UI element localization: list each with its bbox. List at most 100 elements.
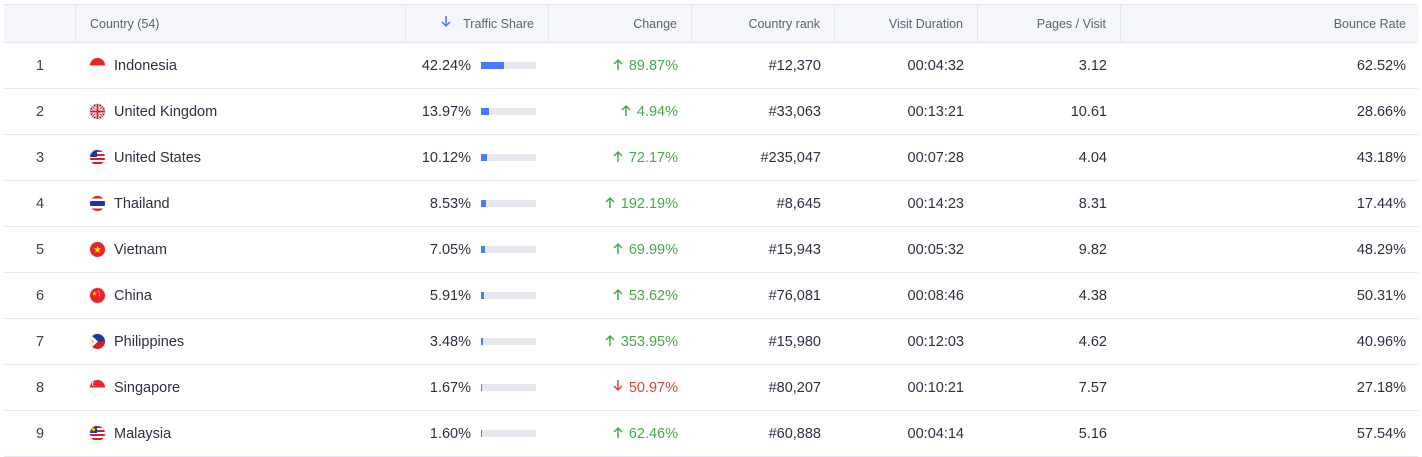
row-index: 3 xyxy=(4,135,76,180)
pages-per-visit-cell: 3.12 xyxy=(978,43,1121,88)
country-rank-cell: #33,063 xyxy=(692,89,835,134)
change-cell: 192.19% xyxy=(549,181,692,226)
table-row[interactable]: 2 United Kingdom 13.97% 4.94% #33,063 00:13:2… xyxy=(4,89,1418,135)
header-traffic-share[interactable]: Traffic Share xyxy=(406,5,549,42)
traffic-share-value: 8.53% xyxy=(429,195,471,212)
header-bounce-rate[interactable]: Bounce Rate xyxy=(1121,5,1418,42)
arrow-up-icon xyxy=(605,334,615,349)
header-index-cell xyxy=(4,5,76,42)
table-row[interactable]: 5 Vietnam 7.05% 69.99% #15,943 00:05:32 9.82 48… xyxy=(4,227,1418,273)
traffic-share-bar xyxy=(481,108,536,115)
traffic-share-bar xyxy=(481,154,536,161)
row-index-label: 6 xyxy=(35,287,45,304)
country-rank-value: #8,645 xyxy=(776,195,821,212)
table-row[interactable]: 1 Indonesia 42.24% 89.87% #12,370 00:04:32 3.1… xyxy=(4,43,1418,89)
country-cell[interactable]: Malaysia xyxy=(76,411,406,456)
country-cell[interactable]: United Kingdom xyxy=(76,89,406,134)
traffic-share-bar-fill xyxy=(481,384,482,391)
arrow-down-icon xyxy=(441,16,451,31)
country-name[interactable]: China xyxy=(114,287,152,304)
change-value: 62.46% xyxy=(628,425,678,442)
country-cell[interactable]: China xyxy=(76,273,406,318)
traffic-share-cell: 5.91% xyxy=(406,273,549,318)
traffic-share-bar xyxy=(481,338,536,345)
header-country-rank[interactable]: Country rank xyxy=(692,5,835,42)
country-name[interactable]: Philippines xyxy=(114,333,185,350)
pages-per-visit-cell: 4.04 xyxy=(978,135,1121,180)
bounce-rate-value: 50.31% xyxy=(1356,287,1406,304)
traffic-share-bar xyxy=(481,62,536,69)
traffic-share-cell: 8.53% xyxy=(406,181,549,226)
pages-per-visit-cell: 5.16 xyxy=(978,411,1121,456)
bounce-rate-cell: 57.54% xyxy=(1121,411,1418,456)
table-row[interactable]: 3 United States 10.12% 72.17% #235,047 00:07:… xyxy=(4,135,1418,181)
change-value: 53.62% xyxy=(628,287,678,304)
change-value: 72.17% xyxy=(628,149,678,166)
traffic-share-value: 10.12% xyxy=(421,149,471,166)
pages-per-visit-value: 4.38 xyxy=(1078,287,1107,304)
country-name[interactable]: Singapore xyxy=(114,379,181,396)
traffic-share-value: 1.67% xyxy=(429,379,471,396)
arrow-up-icon xyxy=(613,242,623,257)
traffic-share-bar-fill xyxy=(481,200,486,207)
country-cell[interactable]: Vietnam xyxy=(76,227,406,272)
flag-vietnam-icon xyxy=(90,242,105,257)
row-index-label: 7 xyxy=(35,333,45,350)
header-pages-per-visit-label: Pages / Visit xyxy=(1036,16,1106,31)
country-rank-value: #15,943 xyxy=(768,241,821,258)
country-rank-cell: #12,370 xyxy=(692,43,835,88)
country-name[interactable]: Thailand xyxy=(114,195,170,212)
country-name[interactable]: United States xyxy=(114,149,202,166)
bounce-rate-value: 57.54% xyxy=(1356,425,1406,442)
country-cell[interactable]: Singapore xyxy=(76,365,406,410)
country-rank-cell: #15,943 xyxy=(692,227,835,272)
bounce-rate-cell: 62.52% xyxy=(1121,43,1418,88)
country-name[interactable]: United Kingdom xyxy=(114,103,218,120)
pages-per-visit-value: 4.04 xyxy=(1078,149,1107,166)
visit-duration-value: 00:04:14 xyxy=(907,425,964,442)
change-cell: 4.94% xyxy=(549,89,692,134)
table-row[interactable]: 7 Philippines 3.48% 353.95% #15,980 00:12:03 4… xyxy=(4,319,1418,365)
table-row[interactable]: 9 Malaysia 1.60% 62.46% #60,888 00:04:14 5.16 5… xyxy=(4,411,1418,457)
table-row[interactable]: 4 Thailand 8.53% 192.19% #8,645 00:14:23 8.31 1… xyxy=(4,181,1418,227)
country-name[interactable]: Malaysia xyxy=(114,425,172,442)
country-name[interactable]: Vietnam xyxy=(114,241,167,258)
traffic-share-bar-fill xyxy=(481,246,485,253)
traffic-share-bar xyxy=(481,430,536,437)
change-cell: 53.62% xyxy=(549,273,692,318)
traffic-share-value: 1.60% xyxy=(429,425,471,442)
visit-duration-value: 00:08:46 xyxy=(907,287,964,304)
header-change[interactable]: Change xyxy=(549,5,692,42)
visit-duration-cell: 00:07:28 xyxy=(835,135,978,180)
country-rank-cell: #60,888 xyxy=(692,411,835,456)
traffic-share-cell: 3.48% xyxy=(406,319,549,364)
table-row[interactable]: 6 China 5.91% 53.62% #76,081 00:08:46 4.38 50.3… xyxy=(4,273,1418,319)
header-pages-per-visit[interactable]: Pages / Visit xyxy=(978,5,1121,42)
pages-per-visit-cell: 4.38 xyxy=(978,273,1121,318)
arrow-up-icon xyxy=(605,196,615,211)
table-body: 1 Indonesia 42.24% 89.87% #12,370 00:04:32 3.1… xyxy=(4,43,1418,457)
header-country[interactable]: Country (54) xyxy=(76,5,406,42)
traffic-share-cell: 7.05% xyxy=(406,227,549,272)
country-rank-value: #76,081 xyxy=(768,287,821,304)
table-row[interactable]: 8 Singapore 1.67% 50.97% #80,207 00:10:21 7.57… xyxy=(4,365,1418,411)
header-country-rank-label: Country rank xyxy=(748,16,820,31)
bounce-rate-cell: 48.29% xyxy=(1121,227,1418,272)
pages-per-visit-cell: 8.31 xyxy=(978,181,1121,226)
country-cell[interactable]: Thailand xyxy=(76,181,406,226)
country-rank-cell: #8,645 xyxy=(692,181,835,226)
country-rank-cell: #15,980 xyxy=(692,319,835,364)
country-cell[interactable]: Indonesia xyxy=(76,43,406,88)
pages-per-visit-value: 8.31 xyxy=(1078,195,1107,212)
bounce-rate-cell: 43.18% xyxy=(1121,135,1418,180)
pages-per-visit-cell: 7.57 xyxy=(978,365,1121,410)
header-traffic-share-label: Traffic Share xyxy=(463,16,534,31)
traffic-share-bar xyxy=(481,246,536,253)
country-cell[interactable]: Philippines xyxy=(76,319,406,364)
header-visit-duration[interactable]: Visit Duration xyxy=(835,5,978,42)
country-name[interactable]: Indonesia xyxy=(114,57,177,74)
pages-per-visit-cell: 9.82 xyxy=(978,227,1121,272)
traffic-share-cell: 1.67% xyxy=(406,365,549,410)
country-cell[interactable]: United States xyxy=(76,135,406,180)
row-index-label: 9 xyxy=(35,425,45,442)
